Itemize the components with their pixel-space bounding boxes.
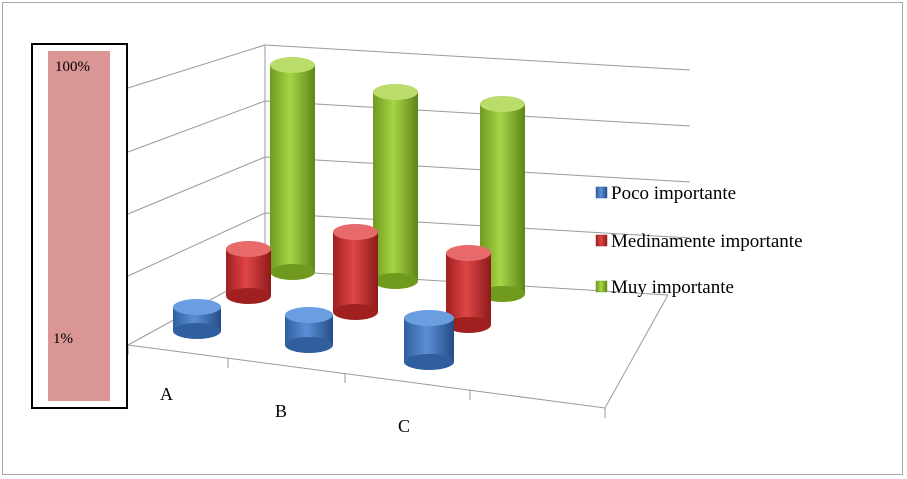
series-medinamente-importante bbox=[226, 224, 491, 333]
gridline-back bbox=[264, 100, 691, 127]
legend-swatch-green bbox=[595, 280, 608, 293]
bar-poco-importante-C bbox=[404, 310, 454, 370]
gridline-left bbox=[127, 212, 266, 277]
y-axis-top-label: 100% bbox=[55, 59, 90, 75]
gridline-back bbox=[264, 212, 691, 239]
bar-poco-importante-B bbox=[285, 307, 333, 353]
legend-label-poco-importante: Poco importante bbox=[611, 183, 736, 204]
y-axis-scale-box: 100% 1% bbox=[31, 43, 128, 409]
legend-label-muy-importante: Muy importante bbox=[611, 277, 734, 298]
gridline-back bbox=[264, 44, 691, 71]
legend-label-medinamente-importante: Medinamente importante bbox=[611, 231, 803, 252]
y-axis-bottom-label: 1% bbox=[53, 331, 73, 347]
bar-muy-importante-A bbox=[270, 57, 315, 280]
gridline-back bbox=[264, 156, 691, 183]
bar-medinamente-importante-A bbox=[226, 241, 271, 304]
gridline-left bbox=[127, 100, 266, 153]
legend-swatch-blue bbox=[595, 186, 608, 199]
category-label-C: C bbox=[398, 416, 410, 436]
legend-item-medinamente-importante: Medinamente importante bbox=[595, 231, 803, 252]
category-label-A: A bbox=[160, 384, 173, 404]
bar-medinamente-importante-B bbox=[333, 224, 378, 320]
floor bbox=[127, 294, 669, 418]
legend-item-poco-importante: Poco importante bbox=[595, 183, 736, 204]
gridline-left bbox=[127, 44, 266, 89]
gridline-left bbox=[127, 156, 266, 215]
legend-swatch-red bbox=[595, 234, 608, 247]
legend-item-muy-importante: Muy importante bbox=[595, 277, 734, 298]
bar-muy-importante-B bbox=[373, 84, 418, 289]
series-poco-importante bbox=[173, 299, 454, 370]
y-axis-scale-bar bbox=[48, 51, 110, 401]
legend: Poco importante Medinamente importante M… bbox=[595, 183, 803, 298]
category-label-B: B bbox=[275, 401, 287, 421]
bar-medinamente-importante-C bbox=[446, 245, 491, 333]
bar-poco-importante-A bbox=[173, 299, 221, 339]
series-muy-importante bbox=[270, 57, 525, 302]
